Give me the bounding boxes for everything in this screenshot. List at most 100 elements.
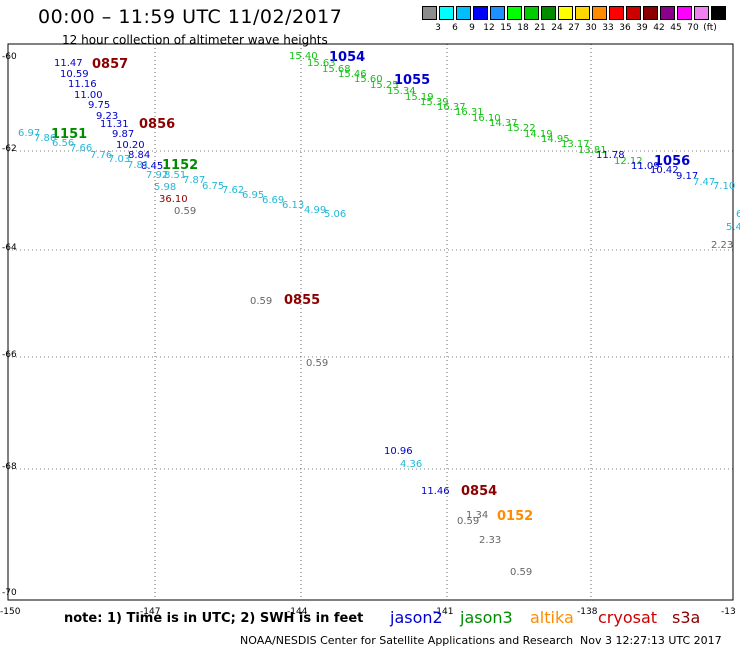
pass-label: 1151 <box>51 127 87 142</box>
legend-swatch <box>456 6 471 20</box>
wave-height-value: 6.13 <box>282 200 304 211</box>
wave-height-value: 11.09 <box>631 161 660 172</box>
wave-height-value: 8.84 <box>128 150 150 161</box>
wave-height-value: 2.23 <box>711 240 733 251</box>
satellite-key-item: jason3 <box>460 608 513 627</box>
legend-label: 42 <box>653 23 665 33</box>
satellite-key-item: cryosat <box>598 608 658 627</box>
wave-height-value: 0.59 <box>174 206 196 217</box>
pass-label: 1055 <box>394 73 430 88</box>
wave-height-value: 15.46 <box>338 69 367 80</box>
satellite-key-item: altika <box>530 608 574 627</box>
legend-swatch <box>507 6 522 20</box>
wave-height-value: 10.96 <box>384 446 413 457</box>
wave-height-value: 7.10 <box>713 181 735 192</box>
wave-height-value: 7.81 <box>127 160 149 171</box>
wave-height-value: 7.87 <box>183 175 205 186</box>
legend-label: 18 <box>517 23 529 33</box>
pass-label: 1054 <box>329 50 365 65</box>
wave-height-value: 0.59 <box>510 567 532 578</box>
lat-tick-label: -66 <box>2 350 17 360</box>
pass-label: 1056 <box>654 154 690 169</box>
lon-tick-label: -150 <box>0 607 21 617</box>
wave-height-value: 13.17 <box>561 139 590 150</box>
wave-height-value: 15.63 <box>307 58 336 69</box>
pass-label: 0855 <box>284 293 320 308</box>
wave-height-value: 15.39 <box>420 97 449 108</box>
wave-height-value: 7.47 <box>693 177 715 188</box>
legend-label: 6 <box>452 23 458 33</box>
legend-swatch <box>490 6 505 20</box>
wave-height-value: 9.87 <box>112 129 134 140</box>
pass-label: 0857 <box>92 57 128 72</box>
legend-swatch <box>694 6 709 20</box>
wave-height-value: 2.33 <box>479 535 501 546</box>
wave-height-value: 12.12 <box>614 156 643 167</box>
wave-height-value: 15.19 <box>405 92 434 103</box>
lon-tick-label: -147 <box>140 607 160 617</box>
pass-label: 0856 <box>139 117 175 132</box>
wave-height-value: 6.97 <box>18 128 40 139</box>
legend-label: 3 <box>435 23 441 33</box>
legend-swatch <box>677 6 692 20</box>
wave-height-value: 7.92 <box>146 170 168 181</box>
wave-height-value: 8.51 <box>164 170 186 181</box>
footnote: note: 1) Time is in UTC; 2) SWH is in fe… <box>64 611 364 626</box>
lon-tick-label: -13 <box>721 607 736 617</box>
legend-swatch <box>660 6 675 20</box>
wave-height-value: 6.56 <box>52 138 74 149</box>
legend-swatch <box>558 6 573 20</box>
wave-height-value: 9.23 <box>96 111 118 122</box>
pass-label: 0854 <box>461 484 497 499</box>
legend-label: 24 <box>551 23 563 33</box>
wave-height-value: 15.68 <box>322 64 351 75</box>
legend-label: 33 <box>602 23 614 33</box>
legend-label: 70 <box>687 23 699 33</box>
legend-swatch <box>524 6 539 20</box>
legend-swatch <box>422 6 437 20</box>
wave-height-value: 15.25 <box>370 80 399 91</box>
generated-timestamp: Nov 3 12:27:13 UTC 2017 <box>580 634 722 647</box>
wave-height-value: 7.66 <box>70 143 92 154</box>
legend-swatch <box>609 6 624 20</box>
wave-height-value: 6.69 <box>262 195 284 206</box>
legend-swatch <box>643 6 658 20</box>
legend-swatch <box>626 6 641 20</box>
legend-swatch <box>541 6 556 20</box>
wave-height-value: 11.31 <box>100 119 129 130</box>
wave-height-value: 15.60 <box>354 74 383 85</box>
wave-height-value: 7.76 <box>90 150 112 161</box>
legend-swatch <box>439 6 454 20</box>
wave-height-value: 9.17 <box>676 171 698 182</box>
wave-height-value: 7.86 <box>34 133 56 144</box>
wave-height-value: 0.59 <box>457 516 479 527</box>
legend-label: (ft) <box>703 23 717 33</box>
wave-height-value: 36.10 <box>159 194 188 205</box>
legend-label: 21 <box>534 23 546 33</box>
pass-label: 1152 <box>162 158 198 173</box>
wave-height-value: 16.31 <box>455 107 484 118</box>
wave-height-value: 11.16 <box>68 79 97 90</box>
pass-label: 0152 <box>497 509 533 524</box>
wave-height-value: 14.95 <box>541 134 570 145</box>
legend-label: 12 <box>483 23 495 33</box>
wave-height-value: 6 <box>736 209 740 220</box>
lat-tick-label: -68 <box>2 462 17 472</box>
wave-height-value: 9.75 <box>88 100 110 111</box>
legend-swatch <box>592 6 607 20</box>
lat-tick-label: -62 <box>2 144 17 154</box>
wave-height-value: 15.22 <box>507 123 536 134</box>
lon-tick-label: -138 <box>577 607 598 617</box>
legend-label: 15 <box>500 23 512 33</box>
wave-height-value: 10.42 <box>650 165 679 176</box>
wave-height-value: 4.99 <box>304 205 326 216</box>
wave-height-value: 5.06 <box>324 209 346 220</box>
wave-height-value: 14.19 <box>524 129 553 140</box>
legend-swatch <box>711 6 726 20</box>
wave-height-value: 13.81 <box>578 145 607 156</box>
legend-label: 30 <box>585 23 597 33</box>
credit-line: NOAA/NESDIS Center for Satellite Applica… <box>240 634 574 647</box>
wave-height-value: 5.4 <box>726 222 740 233</box>
wave-height-value: 0.59 <box>306 358 328 369</box>
